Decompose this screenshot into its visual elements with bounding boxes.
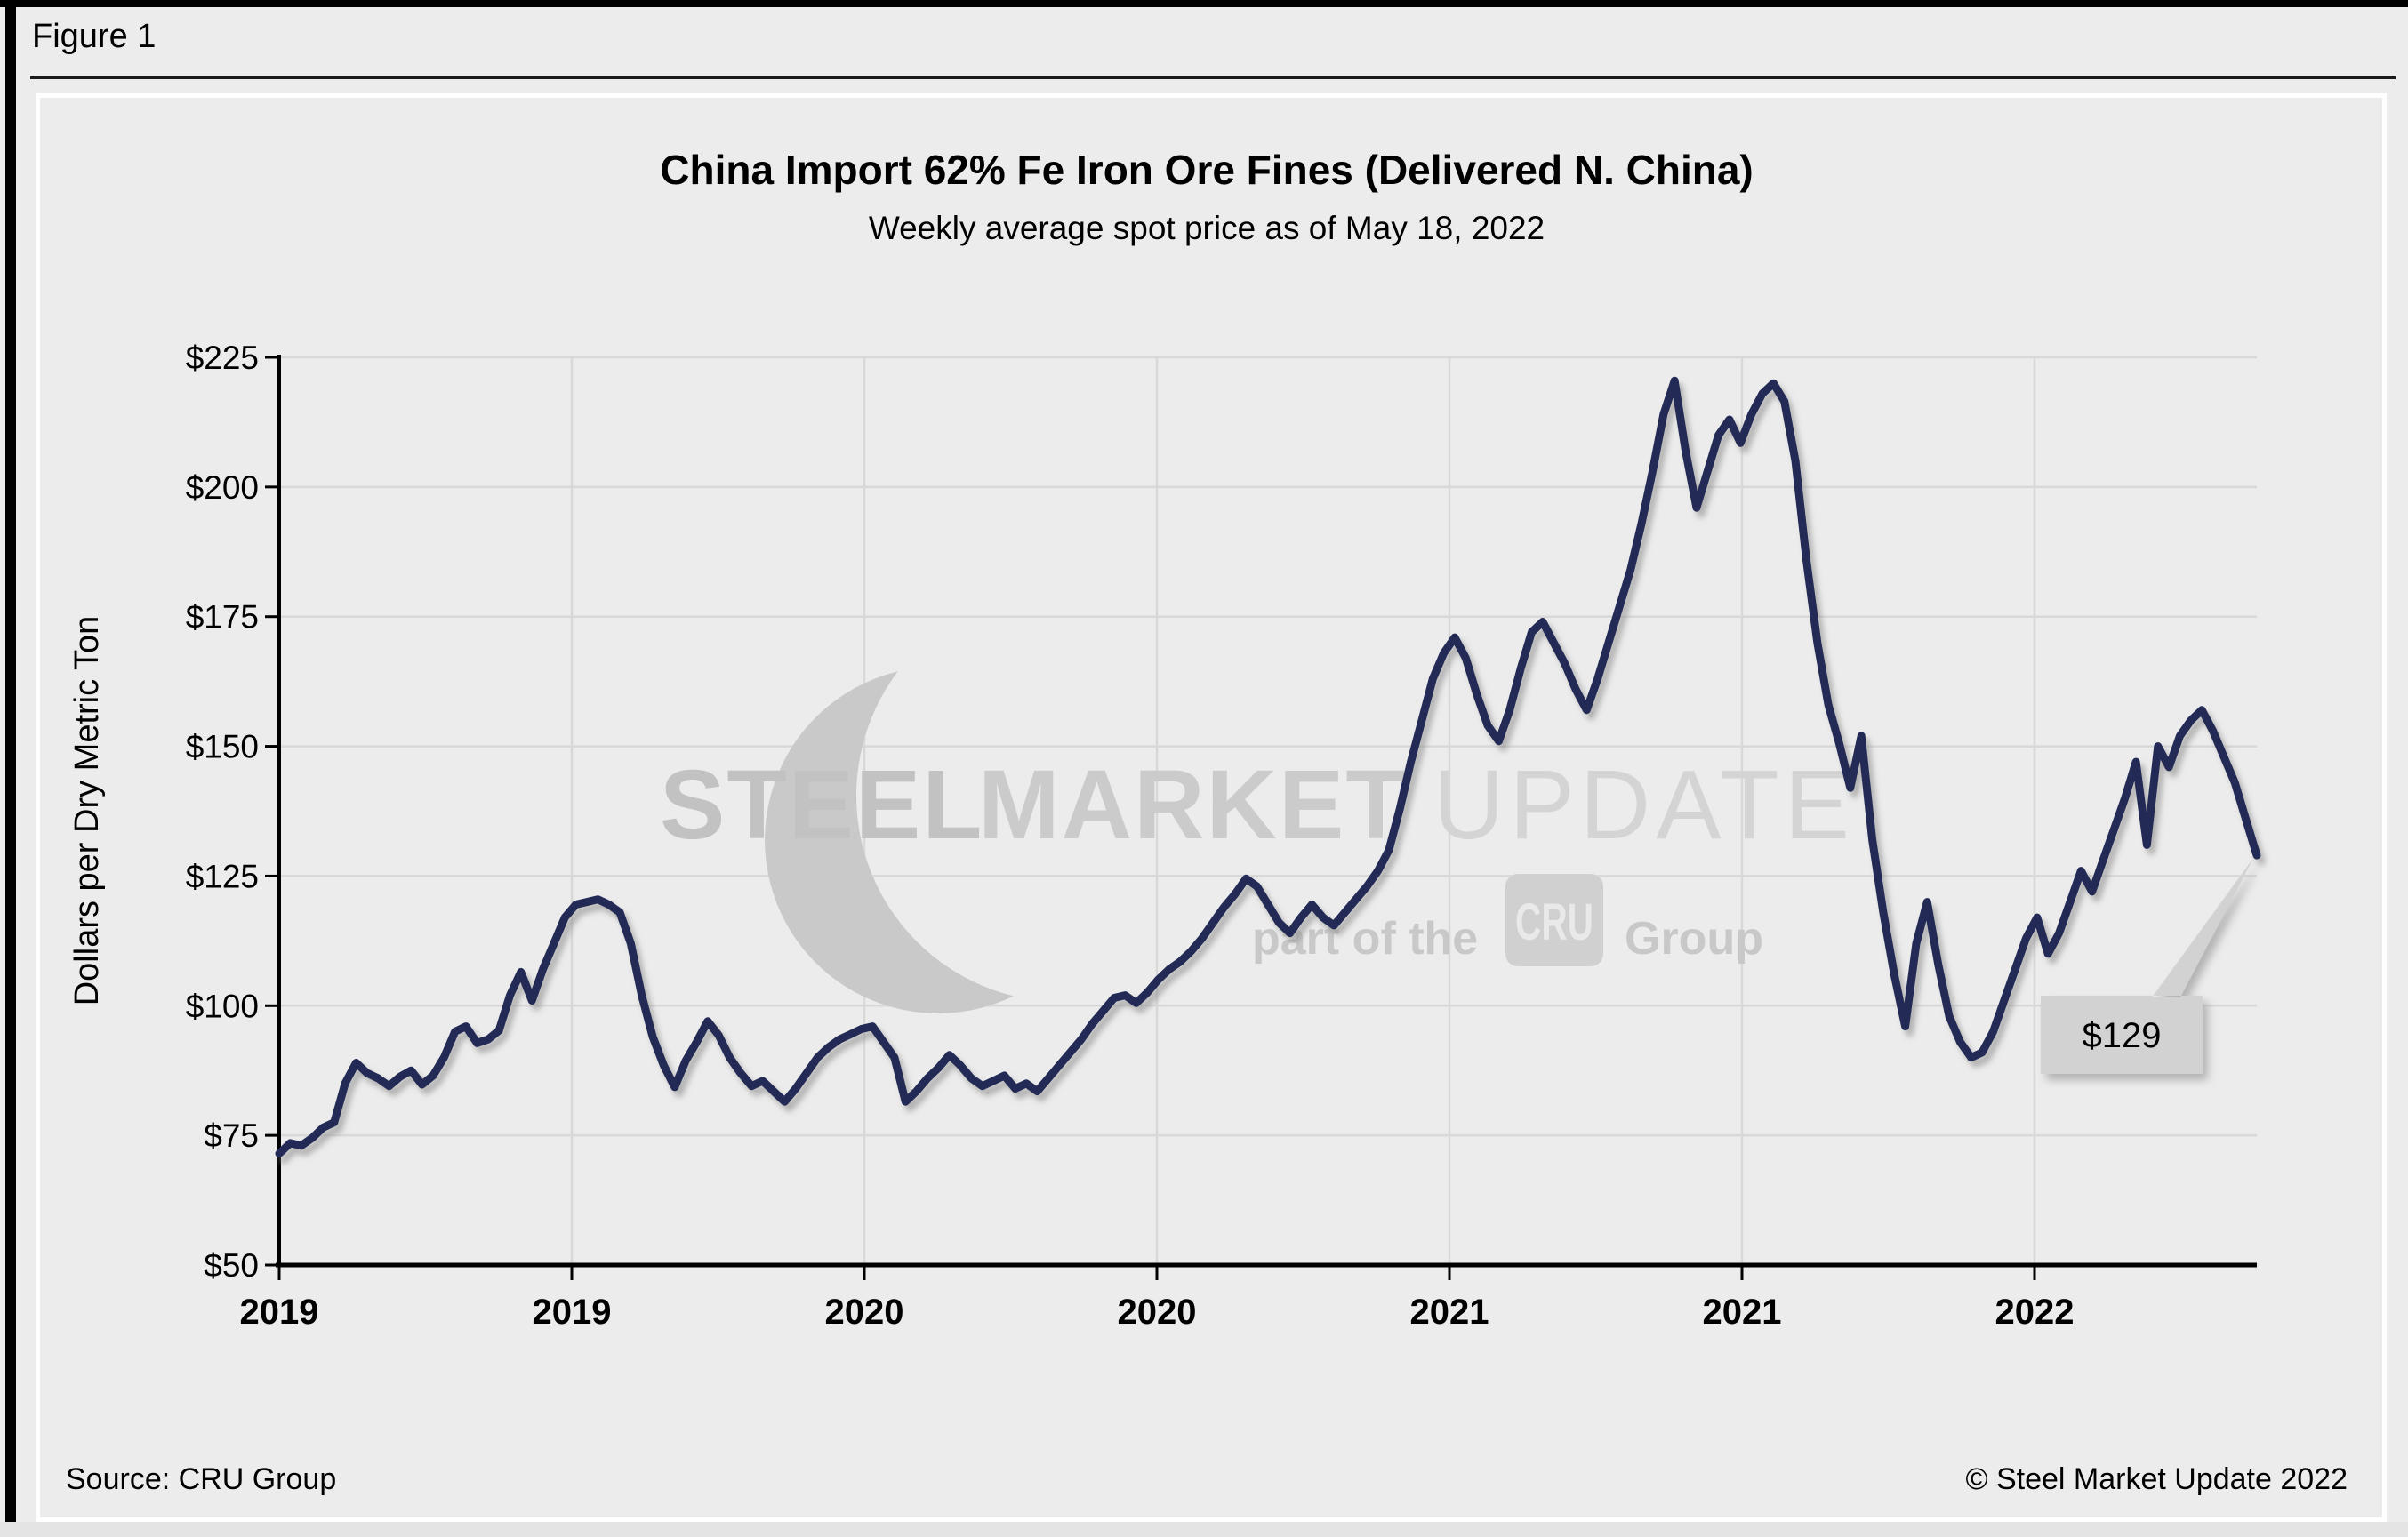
x-tick-label-5: 2021 [1703, 1293, 1782, 1332]
y-tick-label-200: $200 [186, 469, 259, 506]
y-axis-title: Dollars per Dry Metric Ton [68, 616, 106, 1006]
cru-badge-icon [1505, 874, 1603, 966]
chart-title: China Import 62% Fe Iron Ore Fines (Deli… [660, 147, 1754, 193]
left-border-band [5, 7, 16, 1531]
figure-label: Figure 1 [32, 18, 157, 55]
x-tick-label-0: 2019 [240, 1293, 319, 1332]
callout-value: $129 [2083, 1016, 2162, 1055]
y-tick-label-175: $175 [186, 599, 259, 636]
smu-crescent-logo-icon [765, 667, 1112, 1013]
chart-panel [36, 93, 2387, 1522]
x-tick-label-3: 2020 [1118, 1293, 1197, 1332]
watermark-tagline-prefix: part of the [1252, 913, 1478, 965]
y-tick-label-125: $125 [186, 858, 259, 894]
y-tick-label-75: $75 [204, 1117, 259, 1154]
price-callout: $129 [2041, 857, 2254, 1074]
chart-subtitle: Weekly average spot price as of May 18, … [868, 210, 1545, 246]
watermark-steel: STEEL [660, 750, 984, 860]
figure-rule-divider [30, 76, 2396, 79]
axes [276, 355, 2257, 1268]
callout-bubble [2041, 857, 2254, 1074]
top-border-band [0, 0, 2408, 7]
y-tick-label-100: $100 [186, 988, 259, 1024]
y-tick-label-50: $50 [204, 1247, 259, 1284]
x-tick-label-2: 2020 [825, 1293, 904, 1332]
axis-ticks [265, 356, 2036, 1280]
watermark-tagline-suffix: Group [1625, 913, 1763, 965]
bottom-margin-strip [0, 1522, 2408, 1537]
x-tick-label-6: 2022 [1995, 1293, 2075, 1332]
x-tick-label-4: 2021 [1410, 1293, 1489, 1332]
y-tick-label-150: $150 [186, 729, 259, 765]
y-tick-label-225: $225 [186, 340, 259, 376]
x-tick-label-1: 2019 [533, 1293, 612, 1332]
watermark-cru: CRU [1515, 893, 1593, 951]
copyright-note: © Steel Market Update 2022 [1965, 1462, 2348, 1496]
price-line [275, 376, 2261, 1158]
watermark-market: MARKET [978, 750, 1408, 860]
watermark-update: UPDATE [1433, 750, 1855, 860]
axis-tick-labels: $50 $75 $100 $125 $150 $175 $200 $225 2019 2019 20… [186, 340, 2075, 1332]
watermark: STEEL MARKET UPDATE part of the CRU Grou… [660, 667, 1855, 1013]
source-note: Source: CRU Group [66, 1462, 337, 1496]
